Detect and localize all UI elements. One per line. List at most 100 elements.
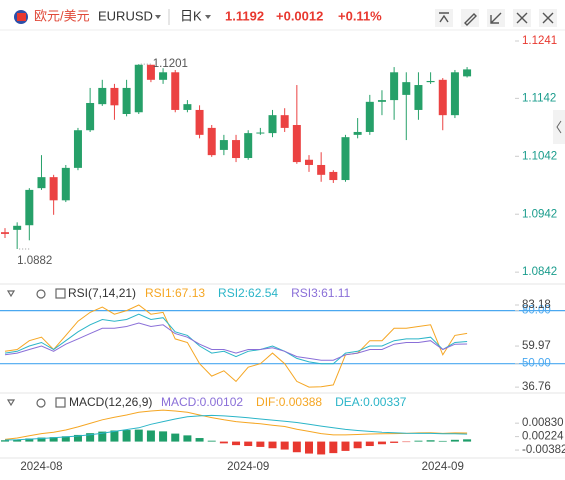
panel-icon[interactable] [36,398,46,408]
histogram-bar [268,441,277,449]
candle-body [280,115,289,128]
side-toggle-icon[interactable] [556,120,562,134]
panel-icon[interactable] [55,288,66,299]
candle-body [86,102,95,131]
series-line [4,414,468,441]
histogram-bar [1,440,9,442]
histogram-bar [49,437,58,442]
candle-body [329,171,338,181]
panel-icon[interactable] [36,289,46,299]
histogram-bar [183,435,192,442]
candle-body [98,87,107,105]
histogram-bar [159,431,168,442]
candle-body [402,82,411,95]
tool-icon[interactable] [539,9,557,27]
panel-icon[interactable] [6,290,16,298]
histogram-bar [219,441,228,444]
legend-entry: RSI3:61.11 [291,286,350,300]
candle-body [37,177,46,189]
candle-body [183,104,192,110]
candle-body [438,79,447,116]
candle-body [219,140,228,150]
price: 1.1192 [225,8,264,23]
series-line [4,322,468,361]
histogram-bar [438,440,447,442]
annotation: 1.0882 [17,255,52,267]
histogram-bar [86,433,95,442]
candle-body [25,189,34,226]
y-tick-label: 0.00224 [522,431,564,443]
histogram-bar [61,436,70,442]
histogram-bar [463,439,472,442]
y-tick-label: 1.1241 [522,35,557,47]
side-toggle[interactable] [553,110,565,144]
y-tick-label: 1.1142 [522,92,556,104]
legend-entry: RSI1:67.13 [145,286,205,300]
histogram-bar [73,434,82,442]
series-line [4,409,468,440]
legend-entry: RSI2:62.54 [218,286,278,300]
candle-body [122,87,131,114]
histogram-bar [122,430,131,442]
histogram-bar [414,440,423,442]
y-tick-label: 0.00830 [522,417,564,429]
histogram-bar [341,441,350,451]
pair-name[interactable]: 欧元/美元 [34,8,90,23]
histogram-bar [195,438,204,442]
candle-body [232,140,241,159]
tool-icon[interactable] [461,9,479,27]
period[interactable]: 日K [180,8,202,23]
candle-body [159,72,168,80]
candle-body [353,131,362,135]
candle-body [390,72,399,101]
candle-body [207,127,216,156]
y-tick-label: 1.1042 [522,150,557,162]
candle-body [13,225,22,230]
legend-entry: DIF:0.00388 [256,395,322,409]
histogram-bar [134,429,143,442]
tool-icon[interactable] [487,9,505,27]
x-tick-label: 2024-08 [20,461,62,473]
candle-body [110,87,119,106]
candle-body [365,101,374,132]
histogram-bar [171,433,180,442]
histogram-bar [390,441,399,443]
y-tick-label: 36.76 [522,381,551,393]
histogram-bar [244,441,253,447]
histogram-bar [280,441,289,450]
histogram-bar [450,439,459,442]
tool-icon[interactable] [435,9,453,27]
histogram-bar [25,438,34,442]
candle-body [1,232,9,234]
histogram-bar [317,441,326,455]
symbol[interactable]: EURUSD [98,8,153,23]
candle-body [61,167,70,201]
candle-body [305,159,313,165]
dropdown-arrow[interactable] [205,15,211,19]
panel-icon[interactable] [6,399,16,407]
dropdown-arrow[interactable] [155,15,161,19]
histogram-bar [110,430,119,442]
y-tick-label: 59.97 [522,340,551,352]
y-tick-label: 50.00 [522,358,551,370]
histogram-bar [402,441,411,443]
panel-icon[interactable] [55,397,66,408]
histogram-bar [207,440,216,442]
candle-body [49,177,58,201]
y-tick-label: 1.0842 [522,266,557,278]
histogram-bar [426,440,435,442]
legend-entry: MACD:0.00102 [161,395,243,409]
candle-body [317,164,326,175]
histogram-bar [232,441,241,446]
candle-body [171,72,180,110]
candle-body [463,69,472,77]
tool-icon[interactable] [513,9,531,27]
change-pct: +0.11% [338,8,382,23]
candle-body [268,115,277,134]
y-tick-label: 83.18 [522,299,551,311]
histogram-bar [13,439,22,442]
macd-title: MACD(12,26,9) [69,395,152,409]
candle-body [195,109,204,135]
